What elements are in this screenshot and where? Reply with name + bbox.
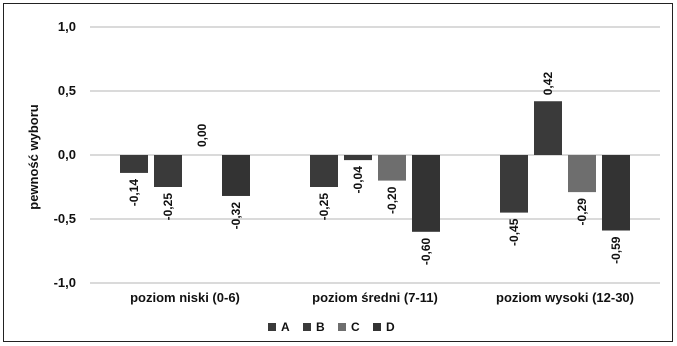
y-axis: 1,0 0,5 0,0 -0,5 -1,0 [54,19,76,290]
value-label: -0,29 [575,198,589,226]
y-tick-label: 0,0 [58,147,76,162]
legend-swatch-b [303,323,311,331]
value-label: -0,25 [317,193,331,221]
legend-label-c: C [351,320,360,334]
x-category-label: poziom niski (0-6) [130,290,240,305]
bar-b-2 [344,155,372,161]
legend-label-d: D [386,320,395,334]
gridlines [90,26,660,284]
value-label: 0,00 [195,123,209,147]
legend: A B C D [268,320,395,334]
x-axis: poziom niski (0-6) poziom średni (7-11) po… [130,290,634,305]
bar-a-2 [310,155,338,187]
value-label: -0,59 [609,236,623,264]
y-axis-title: pewność wyboru [26,104,41,210]
value-label: -0,14 [127,179,141,207]
legend-label-a: A [281,320,290,334]
bar-a-1 [120,155,148,173]
y-tick-label: 1,0 [58,19,76,34]
bar-b-3 [534,101,562,155]
x-category-label: poziom średni (7-11) [312,290,438,305]
value-label: -0,45 [507,218,521,246]
value-label: -0,04 [351,166,365,194]
value-label: -0,32 [229,202,243,230]
legend-label-b: B [316,320,325,334]
legend-swatch-c [338,323,346,331]
value-label: 0,42 [541,72,555,96]
bar-a-3 [500,155,528,213]
y-tick-label: -1,0 [54,275,76,290]
bar-d-3 [602,155,630,231]
x-category-label: poziom wysoki (12-30) [496,290,634,305]
value-label: -0,20 [385,186,399,214]
bar-b-1 [154,155,182,187]
value-labels: -0,14 -0,25 0,00 -0,32 -0,25 -0,04 -0,20 -0,60 -… [127,72,623,266]
legend-swatch-d [373,323,381,331]
bars [120,101,630,232]
bar-d-1 [222,155,250,196]
y-tick-label: -0,5 [54,211,76,226]
bar-c-2 [378,155,406,181]
value-label: -0,60 [419,237,433,265]
y-tick-label: 0,5 [58,83,76,98]
legend-swatch-a [268,323,276,331]
value-label: -0,25 [161,193,175,221]
bar-d-2 [412,155,440,232]
bar-c-3 [568,155,596,193]
